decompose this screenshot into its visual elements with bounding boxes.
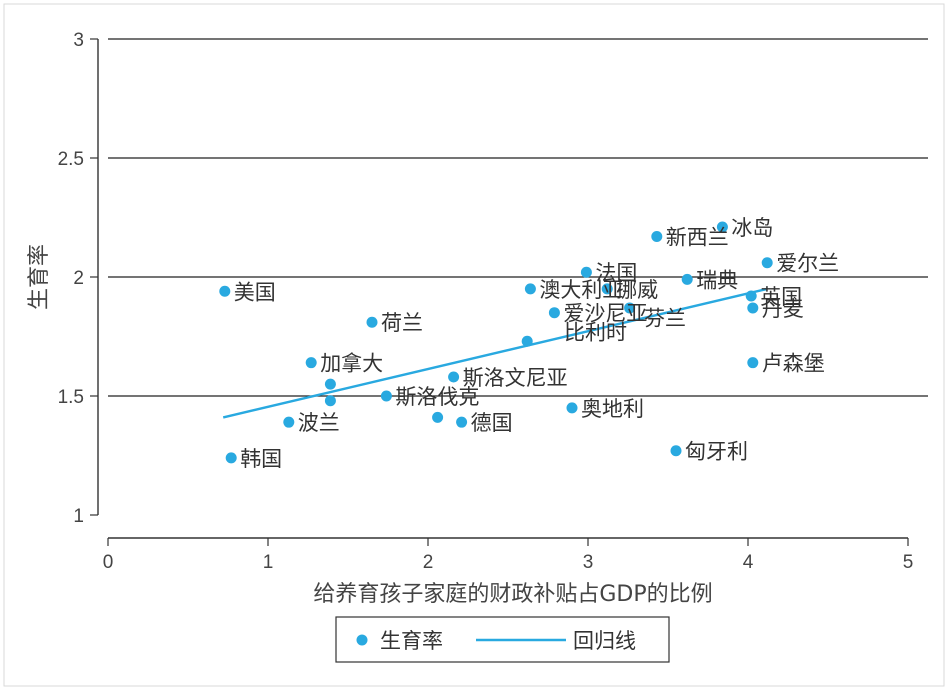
y-axis-title: 生育率 bbox=[27, 244, 52, 310]
point-label: 爱尔兰 bbox=[776, 252, 839, 276]
point-label: 比利时 bbox=[564, 321, 627, 345]
point-label: 挪威 bbox=[616, 278, 658, 302]
x-tick-label: 1 bbox=[263, 552, 274, 573]
point-label: 加拿大 bbox=[320, 352, 383, 376]
point-label: 奥地利 bbox=[581, 397, 644, 421]
grid-layer bbox=[108, 38, 928, 397]
scatter-point bbox=[761, 257, 773, 269]
x-axis-title: 给养育孩子家庭的财政补贴占GDP的比例 bbox=[313, 582, 712, 607]
scatter-point bbox=[624, 302, 636, 314]
point-label: 斯洛文尼亚 bbox=[463, 366, 568, 390]
scatter-point bbox=[432, 411, 444, 423]
scatter-point bbox=[548, 307, 560, 319]
y-tick-label: 2.5 bbox=[58, 149, 84, 170]
point-label: 斯洛伐克 bbox=[395, 385, 479, 409]
legend-marker-point bbox=[356, 634, 368, 646]
x-tick-label: 4 bbox=[743, 552, 754, 573]
scatter-point bbox=[601, 283, 613, 295]
y-tick-label: 3 bbox=[73, 30, 84, 51]
point-label: 爱沙尼亚 bbox=[563, 302, 647, 326]
scatter-point bbox=[448, 371, 460, 383]
scatter-point bbox=[745, 290, 757, 302]
point-label: 美国 bbox=[234, 280, 276, 304]
scatter-point bbox=[219, 285, 231, 297]
point-label: 芬兰 bbox=[644, 306, 686, 330]
x-tick-label: 2 bbox=[423, 552, 434, 573]
x-tick-label: 3 bbox=[583, 552, 594, 573]
scatter-point bbox=[747, 357, 759, 369]
scatter-point bbox=[324, 395, 336, 407]
chart-outer-border bbox=[3, 3, 945, 687]
x-tick-label: 5 bbox=[903, 552, 914, 573]
scatter-point bbox=[651, 231, 663, 243]
point-label: 卢森堡 bbox=[762, 352, 825, 376]
scatter-point bbox=[566, 402, 578, 414]
scatter-point bbox=[716, 221, 728, 233]
y-tick-label: 2 bbox=[73, 268, 84, 289]
legend: 生育率 回归线 bbox=[335, 616, 670, 663]
y-tick-label: 1.5 bbox=[58, 387, 84, 408]
scatter-point bbox=[456, 416, 468, 428]
legend-label-line: 回归线 bbox=[573, 629, 636, 653]
scatter-point bbox=[366, 316, 378, 328]
point-label: 丹麦 bbox=[762, 297, 804, 321]
scatter-point bbox=[324, 378, 336, 390]
scatter-point bbox=[580, 266, 592, 278]
scatter-point bbox=[380, 390, 392, 402]
scatter-point-layer bbox=[219, 221, 773, 464]
point-label: 冰岛 bbox=[731, 216, 773, 240]
point-label: 新西兰 bbox=[666, 226, 729, 250]
scatter-point bbox=[747, 302, 759, 314]
point-label: 法国 bbox=[595, 261, 637, 285]
regression-line-layer bbox=[222, 287, 768, 419]
point-label: 韩国 bbox=[240, 447, 282, 471]
x-tick-label: 0 bbox=[103, 552, 114, 573]
scatter-point bbox=[305, 357, 317, 369]
point-label: 瑞典 bbox=[696, 268, 738, 292]
legend-label-point: 生育率 bbox=[380, 629, 443, 653]
axis-layer: 1 1.5 2 2.5 3 0 1 2 3 4 5 bbox=[58, 30, 914, 573]
regression-line bbox=[222, 287, 768, 419]
point-label: 荷兰 bbox=[381, 311, 423, 335]
point-label: 德国 bbox=[471, 411, 513, 435]
scatter-point bbox=[225, 452, 237, 464]
point-label: 澳大利亚 bbox=[539, 278, 623, 302]
scatter-point bbox=[524, 283, 536, 295]
point-label: 波兰 bbox=[298, 411, 340, 435]
point-label: 英国 bbox=[760, 285, 802, 309]
scatter-point bbox=[681, 273, 693, 285]
scatter-point bbox=[283, 416, 295, 428]
scatter-point bbox=[670, 445, 682, 457]
scatter-point bbox=[521, 335, 533, 347]
point-label: 匈牙利 bbox=[685, 440, 748, 464]
y-tick-label: 1 bbox=[73, 506, 84, 527]
